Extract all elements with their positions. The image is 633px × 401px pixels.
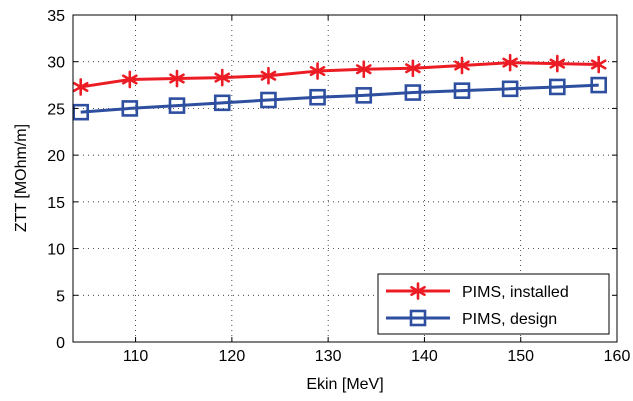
data-point <box>454 56 470 75</box>
legend-entry: PIMS, design <box>386 309 557 328</box>
y-tick-label: 15 <box>47 195 65 212</box>
data-point <box>122 70 138 89</box>
y-tick-label: 20 <box>47 148 65 165</box>
data-point <box>549 54 566 73</box>
data-point <box>590 55 607 74</box>
legend-label: PIMS, installed <box>462 284 569 301</box>
data-point <box>405 59 421 78</box>
data-point <box>168 97 186 114</box>
data-point <box>355 87 373 104</box>
series-installed <box>72 53 607 96</box>
series-layer <box>72 53 608 121</box>
x-tick-label: 130 <box>315 348 342 365</box>
legend-label: PIMS, design <box>462 311 557 328</box>
asterisk-stroke <box>502 57 518 68</box>
plot-frame <box>72 14 618 343</box>
x-tick-label: 150 <box>507 348 534 365</box>
y-tick-label: 35 <box>47 8 65 25</box>
y-tick-label: 25 <box>47 101 65 118</box>
y-tick-label: 30 <box>47 55 65 72</box>
data-point <box>169 69 185 88</box>
asterisk-stroke <box>214 72 231 83</box>
tick-marks: 110 120 130 140 150 160 0 5 10 15 20 25 30 35 <box>47 8 630 365</box>
asterisk-stroke <box>549 58 566 69</box>
data-point <box>549 78 566 96</box>
asterisk-stroke <box>309 66 326 77</box>
data-point <box>404 84 422 101</box>
x-tick-label: 160 <box>604 348 631 365</box>
data-point <box>260 91 277 109</box>
grid-lines <box>73 15 617 342</box>
legend-entry: PIMS, installed <box>386 282 569 301</box>
data-point <box>453 82 471 99</box>
asterisk-stroke <box>410 285 426 297</box>
legend-marker <box>409 309 427 327</box>
data-point <box>260 66 277 85</box>
asterisk-stroke <box>590 59 607 70</box>
y-tick-label: 10 <box>47 242 65 259</box>
y-tick-label: 5 <box>56 288 65 305</box>
asterisk-stroke <box>355 64 372 75</box>
data-point <box>72 78 89 96</box>
data-point <box>214 68 231 87</box>
data-point <box>72 103 90 121</box>
x-tick-label: 140 <box>411 348 438 365</box>
asterisk-stroke <box>260 70 277 81</box>
data-point <box>501 80 519 98</box>
x-axis-label: Ekin [MeV] <box>306 376 383 393</box>
legend: PIMS, installed PIMS, design <box>377 273 610 335</box>
y-axis-label: ZTT [MOhm/m] <box>13 124 30 232</box>
data-point <box>213 94 231 112</box>
y-tick-label: 0 <box>56 335 65 352</box>
data-point <box>590 76 608 94</box>
asterisk-stroke <box>169 73 185 84</box>
asterisk-stroke <box>72 81 89 92</box>
x-tick-label: 110 <box>123 348 149 365</box>
data-point <box>121 100 139 117</box>
asterisk-stroke <box>405 63 421 74</box>
series-line <box>80 61 599 89</box>
data-point <box>355 60 372 78</box>
legend-marker <box>410 282 426 300</box>
data-point <box>502 53 518 72</box>
data-point <box>309 88 326 106</box>
asterisk-stroke <box>454 60 470 71</box>
series-design <box>72 76 608 121</box>
x-tick-label: 120 <box>219 348 246 365</box>
asterisk-stroke <box>122 74 138 85</box>
data-point <box>309 62 326 80</box>
